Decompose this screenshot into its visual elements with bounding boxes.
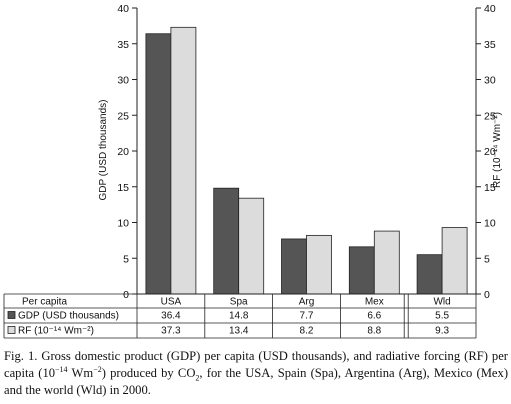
data-label: 8.2 (300, 326, 314, 337)
bar-mex-rf (373, 230, 400, 295)
left-tick-label: 30 (117, 75, 129, 87)
left-tick-label: 20 (117, 146, 129, 158)
data-label: 14.8 (229, 311, 249, 322)
bar-spa-gdp (213, 187, 240, 295)
left-tick-label: 35 (117, 39, 129, 51)
category-label-spa: Spa (230, 297, 248, 308)
legend-label-rf: RF (10⁻¹⁴ Wm⁻²) (18, 326, 94, 337)
table-header-label: Per capita (22, 297, 67, 308)
category-label-arg: Arg (299, 297, 315, 308)
caption-text-1: Fig. 1. Gross domestic product (GDP) per… (4, 349, 508, 380)
caption-text-4: , for the USA, Spain (Spa), Argentina (A… (4, 366, 509, 397)
bar-wld-gdp (416, 254, 443, 295)
data-label: 9.3 (435, 326, 449, 337)
bar-arg-rf (306, 234, 332, 295)
data-label: 37.3 (161, 326, 181, 337)
legend-label-gdp: GDP (USD thousands) (18, 311, 119, 322)
data-label: 13.4 (229, 326, 249, 337)
bar-usa-gdp (145, 33, 172, 295)
data-label: 8.8 (367, 326, 381, 337)
right-tick-label: 10 (484, 218, 496, 230)
caption-text-2: Wm (67, 366, 94, 380)
category-label-wld: Wld (433, 297, 450, 308)
figure-caption: Fig. 1. Gross domestic product (GDP) per… (4, 348, 508, 399)
caption-sup-1: −14 (55, 364, 68, 374)
right-tick-label: 15 (484, 182, 496, 194)
right-tick-label: 40 (484, 3, 496, 15)
data-label: 36.4 (161, 311, 181, 322)
left-tick-label: 15 (117, 182, 129, 194)
data-label: 5.5 (435, 311, 449, 322)
bars-layer (145, 26, 468, 295)
right-tick-label: 25 (484, 110, 496, 122)
caption-sub: 2 (195, 373, 200, 383)
left-tick-label: 0 (123, 289, 129, 301)
right-tick-label: 5 (484, 253, 490, 265)
data-label: 7.7 (300, 311, 314, 322)
left-tick-label: 5 (123, 253, 129, 265)
data-label: 6.6 (367, 311, 381, 322)
caption-sup-2: −2 (93, 364, 102, 374)
left-axis-title: GDP (USD thousands) (98, 100, 109, 201)
category-label-usa: USA (161, 297, 182, 308)
right-tick-label: 0 (484, 289, 490, 301)
bar-arg-gdp (281, 238, 307, 295)
right-axis-title: RF (10⁻¹⁴ Wm⁻²) (492, 112, 503, 188)
left-tick-label: 25 (117, 110, 129, 122)
bar-wld-rf (441, 227, 468, 295)
right-tick-label: 30 (484, 75, 496, 87)
caption-text-3: ) produced by CO (101, 366, 196, 380)
right-tick-label: 20 (484, 146, 496, 158)
right-tick-label: 35 (484, 39, 496, 51)
left-tick-label: 40 (117, 3, 129, 15)
legend-swatch-rf (7, 326, 16, 334)
category-label-mex: Mex (365, 297, 384, 308)
left-tick-label: 10 (117, 218, 129, 230)
bar-mex-gdp (348, 246, 375, 295)
legend-swatch-gdp (7, 311, 16, 319)
bar-usa-rf (170, 26, 197, 295)
bar-spa-rf (238, 197, 265, 295)
data-table: Per capita USA Spa Arg Mex Wld GDP (USD thousa… (3, 293, 477, 339)
